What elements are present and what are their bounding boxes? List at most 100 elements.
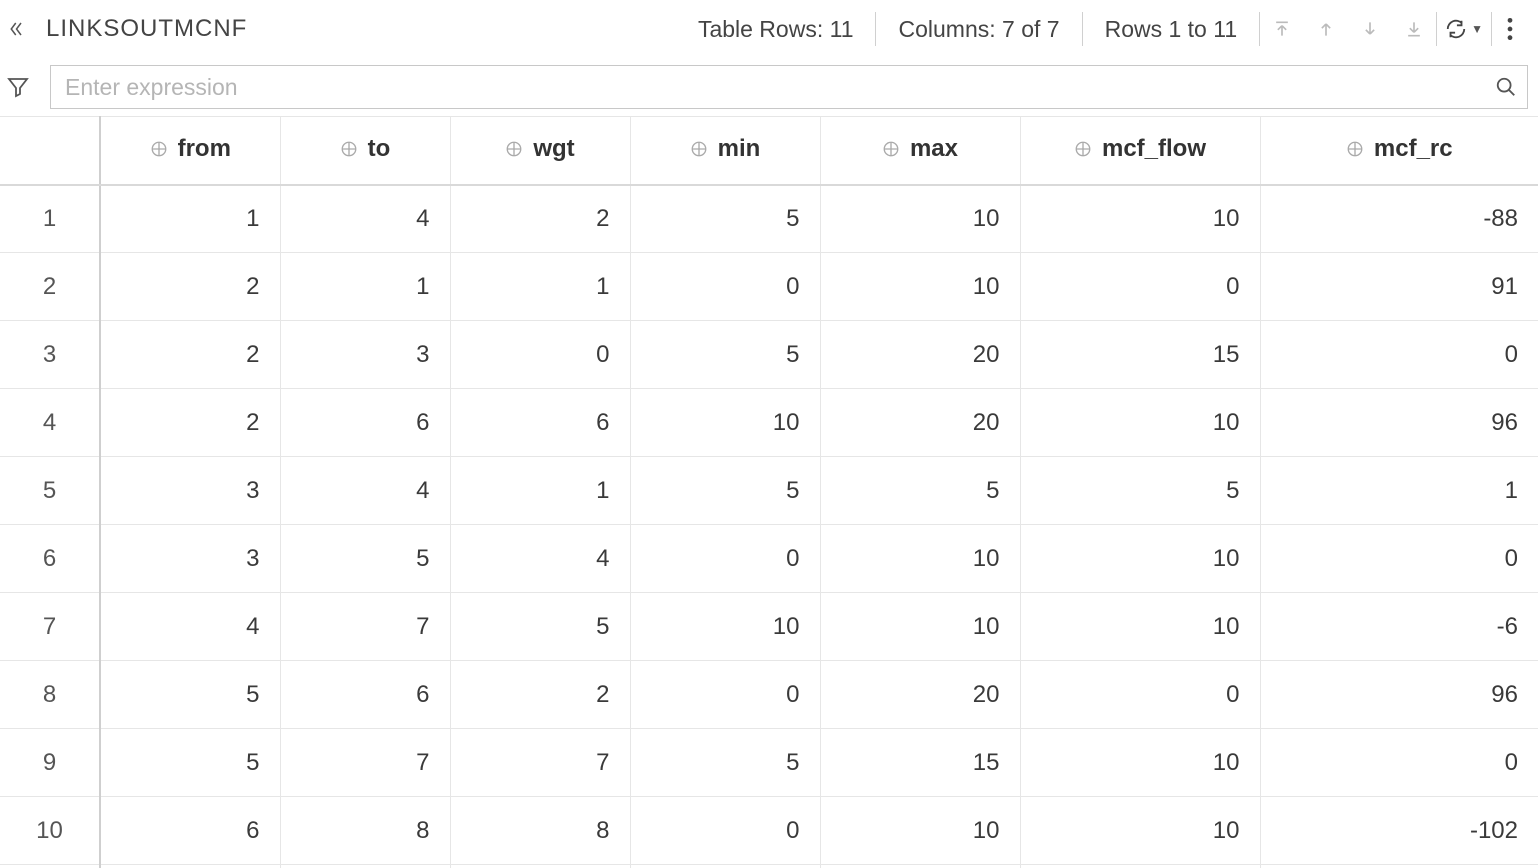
table-cell[interactable]: 10 bbox=[1020, 797, 1260, 865]
table-cell[interactable]: 0 bbox=[630, 797, 820, 865]
table-cell[interactable]: -88 bbox=[1260, 185, 1538, 253]
go-next-button[interactable] bbox=[1348, 9, 1392, 49]
table-cell[interactable]: 10 bbox=[1020, 865, 1260, 868]
refresh-button[interactable]: ▼ bbox=[1437, 18, 1491, 40]
table-cell[interactable]: 5 bbox=[450, 593, 630, 661]
table-cell[interactable]: 0 bbox=[1260, 525, 1538, 593]
table-cell[interactable]: 1 bbox=[450, 457, 630, 525]
table-cell[interactable]: -102 bbox=[1260, 797, 1538, 865]
table-cell[interactable]: 0 bbox=[1260, 321, 1538, 389]
table-cell[interactable]: 5 bbox=[1020, 457, 1260, 525]
column-header-min[interactable]: min bbox=[630, 117, 820, 185]
table-cell[interactable]: 5 bbox=[630, 185, 820, 253]
table-cell[interactable]: 5 bbox=[100, 729, 280, 797]
table-row[interactable]: 2211010091 bbox=[0, 253, 1538, 321]
table-cell[interactable]: 10 bbox=[820, 185, 1020, 253]
table-cell[interactable]: 4 bbox=[280, 457, 450, 525]
table-cell[interactable]: 3 bbox=[100, 457, 280, 525]
table-cell[interactable]: 10 bbox=[1020, 389, 1260, 457]
table-cell[interactable]: 9 bbox=[450, 865, 630, 868]
table-row[interactable]: 6354010100 bbox=[0, 525, 1538, 593]
table-cell[interactable]: 6 bbox=[100, 797, 280, 865]
table-cell[interactable]: 5 bbox=[630, 321, 820, 389]
column-header-from[interactable]: from bbox=[100, 117, 280, 185]
filter-input[interactable] bbox=[51, 74, 1527, 101]
table-cell[interactable]: 0 bbox=[630, 865, 820, 868]
table-row[interactable]: 11789015100 bbox=[0, 865, 1538, 868]
table-cell[interactable]: 7 bbox=[280, 729, 450, 797]
table-cell[interactable]: 15 bbox=[820, 865, 1020, 868]
table-cell[interactable]: 10 bbox=[820, 797, 1020, 865]
table-cell[interactable]: 10 bbox=[1020, 185, 1260, 253]
table-cell[interactable]: 6 bbox=[280, 661, 450, 729]
table-row[interactable]: 114251010-88 bbox=[0, 185, 1538, 253]
table-cell[interactable]: 6 bbox=[450, 389, 630, 457]
table-cell[interactable]: 2 bbox=[100, 253, 280, 321]
table-cell[interactable]: 20 bbox=[820, 661, 1020, 729]
table-row[interactable]: 53415551 bbox=[0, 457, 1538, 525]
table-cell[interactable]: 0 bbox=[450, 321, 630, 389]
table-cell[interactable]: 6 bbox=[280, 389, 450, 457]
table-cell[interactable]: 3 bbox=[100, 525, 280, 593]
table-cell[interactable]: 10 bbox=[1020, 593, 1260, 661]
table-cell[interactable]: 0 bbox=[1260, 729, 1538, 797]
table-cell[interactable]: 7 bbox=[100, 865, 280, 868]
table-cell[interactable]: 0 bbox=[630, 253, 820, 321]
table-cell[interactable]: 4 bbox=[450, 525, 630, 593]
table-cell[interactable]: 10 bbox=[820, 593, 1020, 661]
table-cell[interactable]: 96 bbox=[1260, 661, 1538, 729]
table-cell[interactable]: 8 bbox=[450, 797, 630, 865]
table-row[interactable]: 426610201096 bbox=[0, 389, 1538, 457]
column-header-mcf_rc[interactable]: mcf_rc bbox=[1260, 117, 1538, 185]
table-cell[interactable]: 15 bbox=[1020, 321, 1260, 389]
table-cell[interactable]: 15 bbox=[820, 729, 1020, 797]
table-cell[interactable]: 5 bbox=[630, 457, 820, 525]
column-header-to[interactable]: to bbox=[280, 117, 450, 185]
table-row[interactable]: 7475101010-6 bbox=[0, 593, 1538, 661]
column-header-max[interactable]: max bbox=[820, 117, 1020, 185]
table-cell[interactable]: 7 bbox=[450, 729, 630, 797]
column-header-wgt[interactable]: wgt bbox=[450, 117, 630, 185]
go-last-button[interactable] bbox=[1392, 9, 1436, 49]
table-cell[interactable]: 0 bbox=[1260, 865, 1538, 868]
table-cell[interactable]: 10 bbox=[820, 525, 1020, 593]
table-row[interactable]: 3230520150 bbox=[0, 321, 1538, 389]
table-cell[interactable]: 8 bbox=[280, 797, 450, 865]
table-row[interactable]: 9577515100 bbox=[0, 729, 1538, 797]
go-prev-button[interactable] bbox=[1304, 9, 1348, 49]
go-first-button[interactable] bbox=[1260, 9, 1304, 49]
table-cell[interactable]: 1 bbox=[100, 185, 280, 253]
table-cell[interactable]: 1 bbox=[450, 253, 630, 321]
table-cell[interactable]: 0 bbox=[1020, 661, 1260, 729]
table-cell[interactable]: 2 bbox=[450, 185, 630, 253]
table-cell[interactable]: 10 bbox=[630, 389, 820, 457]
table-cell[interactable]: 96 bbox=[1260, 389, 1538, 457]
table-cell[interactable]: 5 bbox=[100, 661, 280, 729]
table-cell[interactable]: 10 bbox=[1020, 525, 1260, 593]
filter-button[interactable] bbox=[6, 75, 50, 99]
table-cell[interactable]: 5 bbox=[820, 457, 1020, 525]
table-cell[interactable]: 2 bbox=[450, 661, 630, 729]
table-cell[interactable]: 0 bbox=[630, 661, 820, 729]
table-row[interactable]: 8562020096 bbox=[0, 661, 1538, 729]
table-cell[interactable]: 1 bbox=[280, 253, 450, 321]
table-cell[interactable]: 3 bbox=[280, 321, 450, 389]
table-cell[interactable]: 8 bbox=[280, 865, 450, 868]
table-cell[interactable]: 5 bbox=[280, 525, 450, 593]
table-cell[interactable]: 2 bbox=[100, 389, 280, 457]
table-cell[interactable]: 4 bbox=[280, 185, 450, 253]
back-button[interactable] bbox=[6, 20, 42, 38]
table-cell[interactable]: 0 bbox=[630, 525, 820, 593]
table-cell[interactable]: 0 bbox=[1020, 253, 1260, 321]
table-cell[interactable]: 4 bbox=[100, 593, 280, 661]
table-cell[interactable]: 20 bbox=[820, 321, 1020, 389]
search-button[interactable] bbox=[1495, 76, 1517, 98]
table-cell[interactable]: 91 bbox=[1260, 253, 1538, 321]
table-cell[interactable]: 7 bbox=[280, 593, 450, 661]
column-header-mcf_flow[interactable]: mcf_flow bbox=[1020, 117, 1260, 185]
table-cell[interactable]: 20 bbox=[820, 389, 1020, 457]
table-cell[interactable]: 1 bbox=[1260, 457, 1538, 525]
table-cell[interactable]: 2 bbox=[100, 321, 280, 389]
table-cell[interactable]: 10 bbox=[1020, 729, 1260, 797]
table-cell[interactable]: 10 bbox=[630, 593, 820, 661]
